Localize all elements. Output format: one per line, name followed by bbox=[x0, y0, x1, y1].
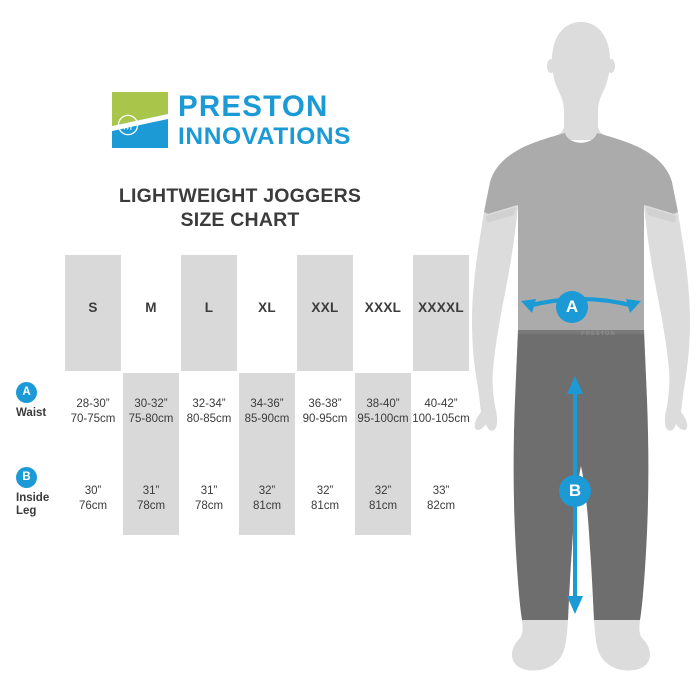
figure-ear-left bbox=[547, 59, 555, 73]
figure-badge-b-inside-leg: B bbox=[559, 475, 591, 507]
figure-head bbox=[544, 22, 618, 140]
cell-value-metric: 85-90cm bbox=[244, 412, 290, 425]
table-cell-inseam-xxxxl: 33” 82cm bbox=[413, 484, 469, 513]
figure-joggers bbox=[513, 330, 649, 620]
column-header-m: M bbox=[145, 300, 157, 315]
cell-value-metric: 76cm bbox=[78, 499, 108, 512]
cell-value-metric: 95-100cm bbox=[357, 412, 409, 425]
cell-value-metric: 90-95cm bbox=[302, 412, 348, 425]
figure-arm-left bbox=[472, 205, 518, 431]
cell-value-metric: 75-80cm bbox=[128, 412, 174, 425]
table-cell-waist-xxxxl: 40-42” 100-105cm bbox=[409, 397, 473, 426]
cell-value-imperial: 32” bbox=[316, 485, 334, 497]
cell-value-metric: 81cm bbox=[368, 499, 398, 512]
size-table: S M L XL XXL XXXL XXXXL A Waist 28-30” 7… bbox=[16, 255, 473, 535]
table-cell-inseam-xxxl: 32” 81cm bbox=[355, 484, 411, 513]
cell-value-metric: 81cm bbox=[310, 499, 340, 512]
table-cell-inseam-xxl: 32” 81cm bbox=[297, 484, 353, 513]
header-band-xxxxl bbox=[413, 255, 469, 371]
cell-value-metric: 82cm bbox=[426, 499, 456, 512]
waist-arrowhead-left bbox=[521, 299, 536, 313]
column-header-s: S bbox=[88, 300, 98, 315]
logo-text-preston: PRESTON bbox=[178, 90, 329, 123]
table-cell-waist-xxxl: 38-40” 95-100cm bbox=[353, 397, 413, 426]
table-cell-waist-s: 28-30” 70-75cm bbox=[65, 397, 121, 426]
header-band-l bbox=[181, 255, 237, 371]
table-cell-waist-m: 30-32” 75-80cm bbox=[123, 397, 179, 426]
column-header-l: L bbox=[204, 300, 214, 315]
cell-value-imperial: 34-36” bbox=[250, 398, 284, 410]
preston-innovations-logo: m PRESTON INNOVATIONS bbox=[112, 92, 374, 150]
cell-value-metric: 81cm bbox=[252, 499, 282, 512]
table-cell-inseam-l: 31” 78cm bbox=[181, 484, 237, 513]
column-header-xxxxl: XXXXL bbox=[418, 300, 464, 315]
logo-mark-icon: m bbox=[112, 92, 168, 148]
cell-value-imperial: 33” bbox=[432, 485, 450, 497]
row-label-inside-leg-text-1: Inside bbox=[16, 492, 50, 504]
model-figure-illustration: PRESTON A B bbox=[462, 0, 700, 700]
figure-arm-right bbox=[644, 205, 690, 431]
figure-badge-a-waist: A bbox=[556, 291, 588, 323]
cell-value-imperial: 28-30” bbox=[76, 398, 110, 410]
figure-sleeve-hem-left bbox=[486, 207, 516, 223]
cell-value-imperial: 30-32” bbox=[134, 398, 168, 410]
table-cell-inseam-m: 31” 78cm bbox=[123, 484, 179, 513]
cell-value-imperial: 31” bbox=[200, 485, 218, 497]
cell-value-imperial: 30” bbox=[84, 485, 102, 497]
body-band-xl bbox=[239, 373, 295, 535]
figure-ear-right bbox=[607, 59, 615, 73]
badge-a-waist: A bbox=[16, 382, 37, 403]
cell-value-metric: 78cm bbox=[194, 499, 224, 512]
cell-value-metric: 78cm bbox=[136, 499, 166, 512]
cell-value-metric: 80-85cm bbox=[186, 412, 232, 425]
column-header-xxxl: XXXL bbox=[364, 300, 402, 315]
svg-text:m: m bbox=[123, 118, 132, 132]
header-band-xxl bbox=[297, 255, 353, 371]
cell-value-imperial: 38-40” bbox=[366, 398, 400, 410]
page-title-line-2: SIZE CHART bbox=[180, 209, 300, 231]
row-label-waist-text: Waist bbox=[16, 407, 47, 419]
page-title: LIGHTWEIGHT JOGGERS SIZE CHART bbox=[0, 184, 480, 232]
figure-tshirt bbox=[484, 133, 678, 330]
page-title-line-1: LIGHTWEIGHT JOGGERS bbox=[118, 185, 362, 207]
cell-value-imperial: 40-42” bbox=[424, 398, 458, 410]
table-cell-inseam-xl: 32” 81cm bbox=[239, 484, 295, 513]
table-cell-inseam-s: 30” 76cm bbox=[65, 484, 121, 513]
body-band-m bbox=[123, 373, 179, 535]
cell-value-metric: 100-105cm bbox=[412, 412, 470, 425]
row-label-inside-leg-text-2: Leg bbox=[16, 505, 37, 517]
badge-b-inside-leg: B bbox=[16, 467, 37, 488]
table-cell-waist-xxl: 36-38” 90-95cm bbox=[297, 397, 353, 426]
inseam-arrowhead-bottom bbox=[567, 596, 583, 614]
cell-value-imperial: 32” bbox=[374, 485, 392, 497]
cell-value-imperial: 32-34” bbox=[192, 398, 226, 410]
body-band-xxxl bbox=[355, 373, 411, 535]
logo-text-innovations: INNOVATIONS bbox=[178, 122, 352, 150]
row-label-waist: A Waist bbox=[16, 382, 68, 420]
figure-foot-left bbox=[511, 620, 568, 671]
row-label-inside-leg: B Inside Leg bbox=[16, 467, 68, 518]
logo-wordmark: PRESTON INNOVATIONS bbox=[178, 92, 374, 148]
cell-value-imperial: 32” bbox=[258, 485, 276, 497]
inseam-arrowhead-top bbox=[567, 376, 583, 394]
joggers-brand-print: PRESTON bbox=[581, 331, 616, 337]
waist-arrowhead-right bbox=[626, 299, 641, 313]
header-band-s bbox=[65, 255, 121, 371]
cell-value-metric: 70-75cm bbox=[70, 412, 116, 425]
figure-foot-right bbox=[594, 620, 651, 671]
cell-value-imperial: 36-38” bbox=[308, 398, 342, 410]
table-cell-waist-xl: 34-36” 85-90cm bbox=[239, 397, 295, 426]
column-header-xl: XL bbox=[258, 300, 276, 315]
table-cell-waist-l: 32-34” 80-85cm bbox=[181, 397, 237, 426]
column-header-xxl: XXL bbox=[311, 300, 339, 315]
figure-joggers-waistband bbox=[518, 330, 644, 334]
figure-sleeve-hem-right bbox=[646, 207, 676, 223]
cell-value-imperial: 31” bbox=[142, 485, 160, 497]
